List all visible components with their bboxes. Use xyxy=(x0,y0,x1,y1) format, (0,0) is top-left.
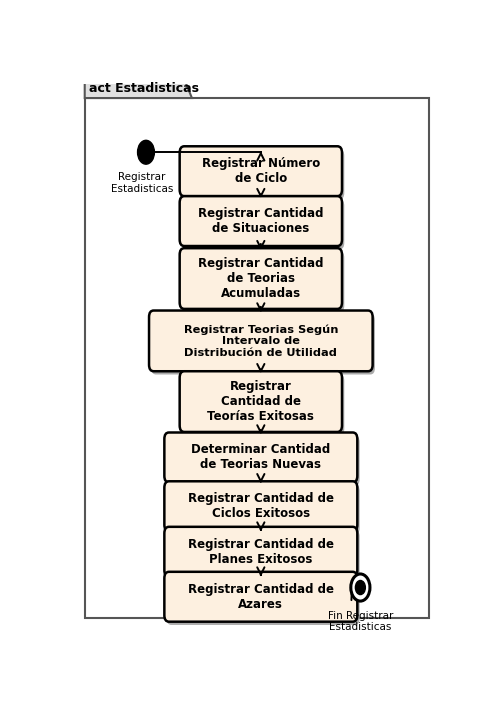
Text: Registrar Número
de Ciclo: Registrar Número de Ciclo xyxy=(202,157,320,185)
Text: Registrar
Estadisticas: Registrar Estadisticas xyxy=(111,172,173,194)
FancyBboxPatch shape xyxy=(180,371,342,432)
FancyBboxPatch shape xyxy=(149,310,372,371)
FancyBboxPatch shape xyxy=(180,196,342,246)
Text: act Estadisticas: act Estadisticas xyxy=(89,82,199,95)
Text: Registrar Cantidad
de Situaciones: Registrar Cantidad de Situaciones xyxy=(198,207,324,235)
Text: Determinar Cantidad
de Teorias Nuevas: Determinar Cantidad de Teorias Nuevas xyxy=(191,444,330,472)
FancyBboxPatch shape xyxy=(85,98,429,618)
FancyBboxPatch shape xyxy=(166,530,360,580)
FancyBboxPatch shape xyxy=(165,527,357,577)
Circle shape xyxy=(351,574,370,601)
FancyBboxPatch shape xyxy=(180,146,342,196)
FancyBboxPatch shape xyxy=(180,249,342,309)
FancyBboxPatch shape xyxy=(182,375,344,435)
FancyBboxPatch shape xyxy=(166,484,360,534)
Text: Fin Registrar
Estadisticas: Fin Registrar Estadisticas xyxy=(328,611,393,632)
FancyBboxPatch shape xyxy=(182,199,344,249)
Text: Registrar
Cantidad de
Teorías Exitosas: Registrar Cantidad de Teorías Exitosas xyxy=(207,380,314,423)
FancyBboxPatch shape xyxy=(165,572,357,622)
FancyBboxPatch shape xyxy=(166,436,360,486)
Text: Registrar Teorias Según
Intervalo de
Distribución de Utilidad: Registrar Teorias Según Intervalo de Dis… xyxy=(184,324,338,358)
Polygon shape xyxy=(85,79,192,98)
FancyBboxPatch shape xyxy=(165,432,357,482)
FancyBboxPatch shape xyxy=(166,575,360,625)
Text: Registrar Cantidad de
Planes Exitosos: Registrar Cantidad de Planes Exitosos xyxy=(188,538,334,566)
FancyBboxPatch shape xyxy=(165,482,357,531)
Circle shape xyxy=(137,140,155,164)
FancyBboxPatch shape xyxy=(182,251,344,312)
FancyBboxPatch shape xyxy=(182,149,344,199)
Text: Registrar Cantidad de
Azares: Registrar Cantidad de Azares xyxy=(188,583,334,611)
FancyBboxPatch shape xyxy=(151,314,375,375)
Text: Registrar Cantidad
de Teorias
Acumuladas: Registrar Cantidad de Teorias Acumuladas xyxy=(198,257,324,300)
Text: Registrar Cantidad de
Ciclos Exitosos: Registrar Cantidad de Ciclos Exitosos xyxy=(188,492,334,520)
Circle shape xyxy=(355,581,366,595)
